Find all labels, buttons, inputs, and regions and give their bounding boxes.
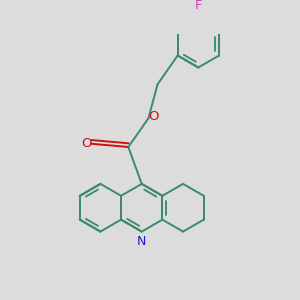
Text: F: F — [195, 0, 202, 11]
Text: O: O — [81, 137, 92, 150]
Text: N: N — [137, 235, 146, 248]
Text: O: O — [148, 110, 159, 123]
